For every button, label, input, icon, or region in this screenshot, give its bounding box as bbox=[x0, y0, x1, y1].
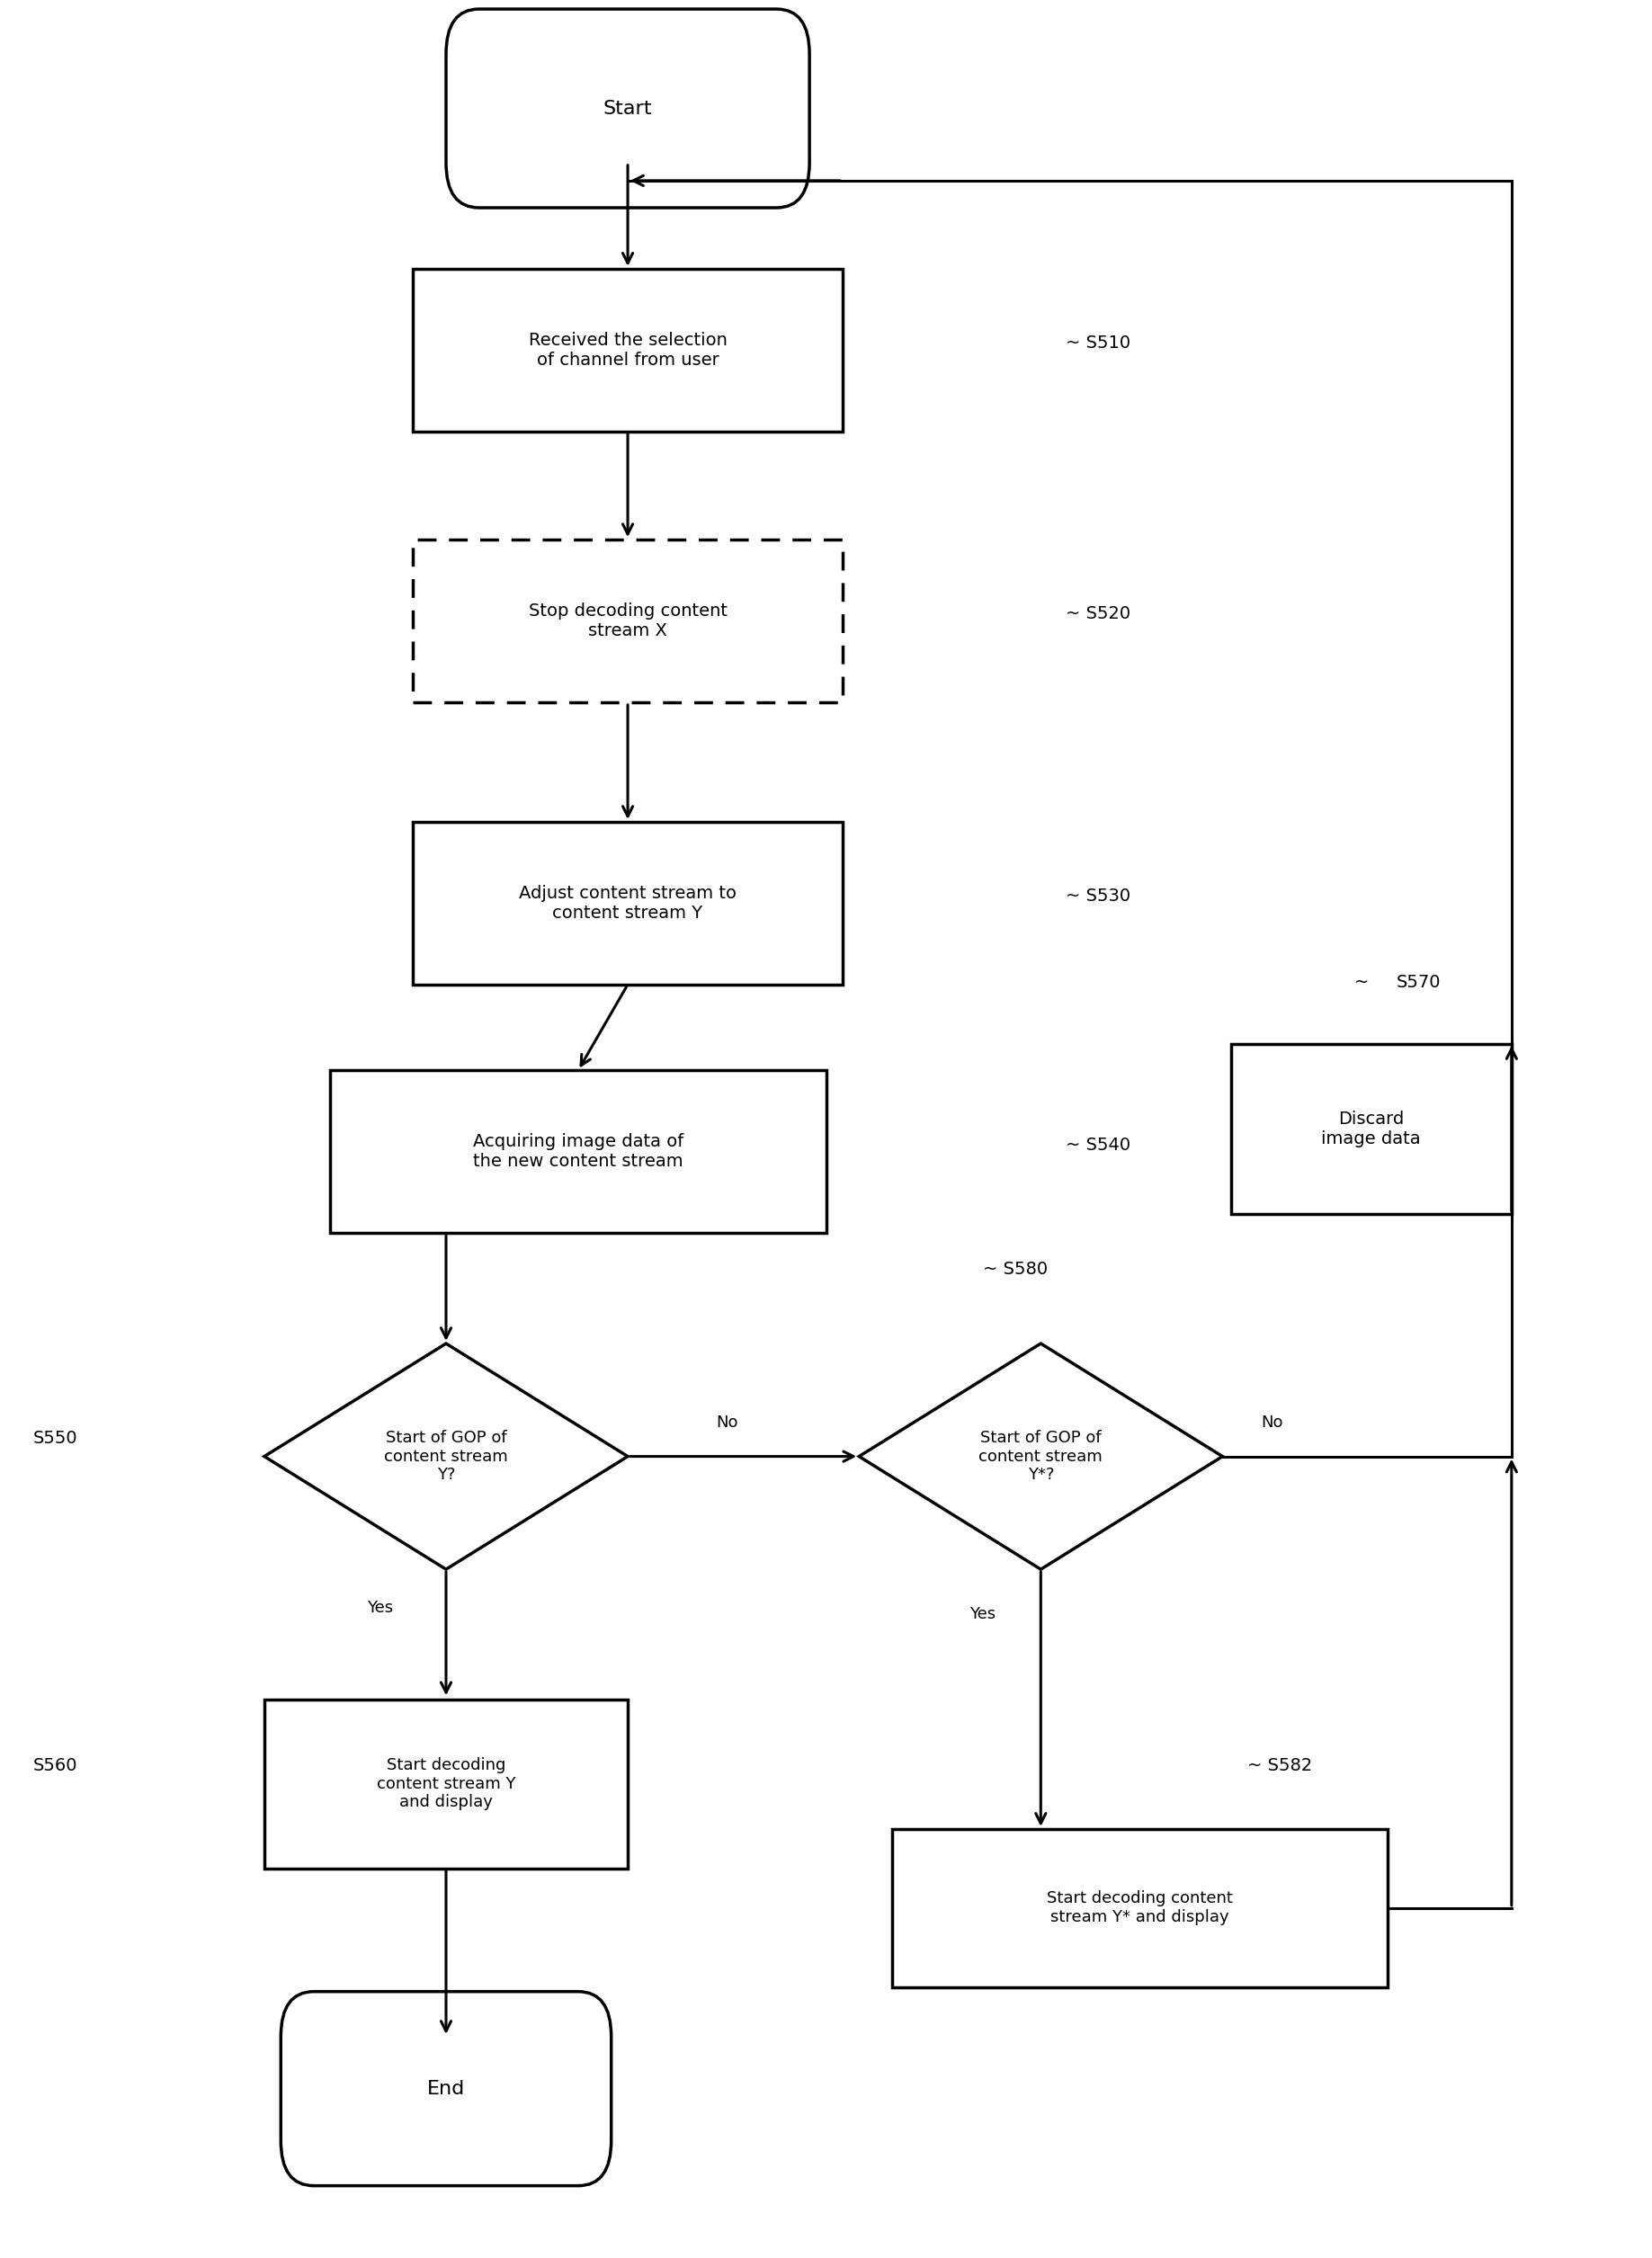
Text: S560: S560 bbox=[33, 1757, 78, 1775]
FancyBboxPatch shape bbox=[1231, 1043, 1512, 1215]
Text: Start of GOP of
content stream
Y?: Start of GOP of content stream Y? bbox=[385, 1429, 507, 1484]
Text: Stop decoding content
stream X: Stop decoding content stream X bbox=[529, 603, 727, 639]
Text: No: No bbox=[1260, 1414, 1284, 1432]
FancyBboxPatch shape bbox=[413, 269, 843, 431]
Text: Discard
image data: Discard image data bbox=[1322, 1111, 1421, 1147]
Polygon shape bbox=[264, 1344, 628, 1569]
Text: Yes: Yes bbox=[970, 1605, 996, 1624]
Text: Start: Start bbox=[603, 99, 653, 117]
Polygon shape bbox=[859, 1344, 1222, 1569]
FancyBboxPatch shape bbox=[413, 822, 843, 984]
Text: ~ S540: ~ S540 bbox=[1066, 1136, 1130, 1154]
Text: No: No bbox=[715, 1414, 738, 1432]
Text: S570: S570 bbox=[1396, 973, 1441, 991]
FancyBboxPatch shape bbox=[264, 1700, 628, 1870]
FancyBboxPatch shape bbox=[330, 1070, 826, 1233]
Text: S550: S550 bbox=[33, 1429, 78, 1447]
Text: ~ S510: ~ S510 bbox=[1066, 334, 1130, 352]
Text: ~ S520: ~ S520 bbox=[1066, 605, 1130, 623]
FancyBboxPatch shape bbox=[413, 540, 843, 702]
Text: ~ S582: ~ S582 bbox=[1247, 1757, 1312, 1775]
Text: End: End bbox=[428, 2080, 464, 2098]
Text: Acquiring image data of
the new content stream: Acquiring image data of the new content … bbox=[472, 1134, 684, 1170]
Text: Received the selection
of channel from user: Received the selection of channel from u… bbox=[529, 332, 727, 368]
Text: Adjust content stream to
content stream Y: Adjust content stream to content stream … bbox=[519, 885, 737, 921]
Text: ~ S530: ~ S530 bbox=[1066, 887, 1130, 905]
FancyBboxPatch shape bbox=[892, 1829, 1388, 1987]
FancyBboxPatch shape bbox=[446, 9, 809, 208]
Text: Start decoding content
stream Y* and display: Start decoding content stream Y* and dis… bbox=[1047, 1890, 1232, 1926]
Text: ~: ~ bbox=[1355, 973, 1370, 991]
Text: Start decoding
content stream Y
and display: Start decoding content stream Y and disp… bbox=[377, 1757, 515, 1811]
Text: Start of GOP of
content stream
Y*?: Start of GOP of content stream Y*? bbox=[980, 1429, 1102, 1484]
Text: Yes: Yes bbox=[367, 1599, 393, 1617]
Text: ~ S580: ~ S580 bbox=[983, 1260, 1047, 1278]
FancyBboxPatch shape bbox=[281, 1992, 611, 2186]
